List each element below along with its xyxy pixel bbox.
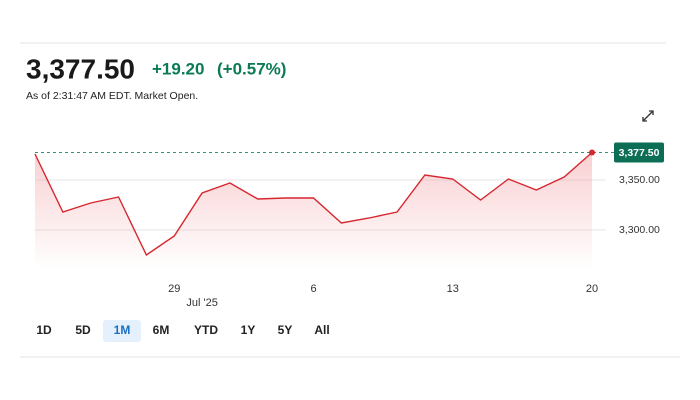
price-line [34,151,593,257]
y-tick-label: 3,350.00 [619,174,660,186]
range-button[interactable]: 5D [75,323,91,337]
y-tick-label: 3,300.00 [619,224,660,236]
range-selector: 1D 5D 1M 6M YTD 1Y 5Y All [36,320,330,342]
price: 3,377.50 [26,53,135,84]
range-button[interactable]: All [314,323,329,337]
x-tick-label: 13 [447,283,459,295]
change-percent: (+0.57%) [217,59,286,78]
chart: 3,300.00 3,350.00 3,377.50 29 6 13 20 Jul '25 [34,142,664,309]
as-of: As of 2:31:47 AM EDT. Market Open. [26,90,198,102]
expand-button[interactable] [642,110,654,122]
range-button[interactable]: 1Y [241,323,256,337]
last-price-label: 3,377.50 [619,147,660,159]
last-price-tag [614,142,664,163]
x-tick-label: 29 [168,283,180,295]
range-button[interactable]: 1D [36,323,52,337]
x-tick-label: 20 [586,283,598,295]
x-sublabel: Jul '25 [186,297,217,309]
range-button[interactable]: 5Y [278,323,293,337]
range-button[interactable]: YTD [194,323,218,337]
range-button[interactable]: 1M [114,323,131,337]
change: +19.20 [152,59,204,78]
area [35,152,592,270]
range-selected-bg [103,320,141,342]
range-button[interactable]: 6M [153,323,170,337]
last-price-dot [589,149,595,156]
x-tick-label: 6 [310,283,316,295]
